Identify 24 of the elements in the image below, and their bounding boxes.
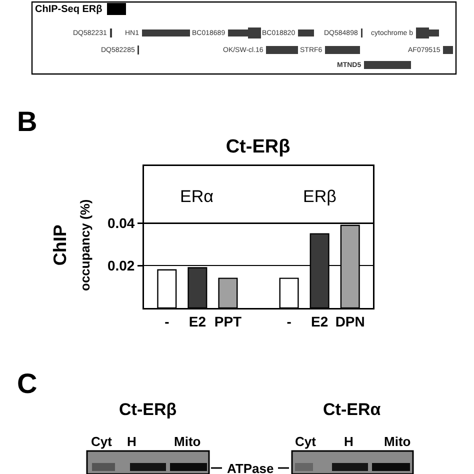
text: Ct-ERβ [119,400,177,419]
text: H [127,434,136,449]
y-tick-label: 0.02 [107,258,135,274]
text: Mito [174,434,201,449]
x-tick-label: - [286,313,292,330]
text: ChIP-Seq ERβ [35,4,102,15]
text: H [344,434,354,449]
text: ATPase [227,461,274,474]
text: Ct-ERα [323,400,382,419]
y-axis-title: ChIP occupancy (%) [50,199,92,291]
text: Cyt [91,434,113,449]
x-tick-label: - [164,313,170,330]
text: Cyt [295,434,317,449]
text: B [17,106,38,137]
annotation: ERβ [303,187,337,206]
text: C [17,368,38,399]
annotation: ERα [180,187,214,206]
x-tick-label: PPT [214,313,242,330]
text: Mito [384,434,411,449]
x-tick-label: E2 [311,313,328,330]
x-tick-label: E2 [188,313,206,330]
y-tick-label: 0.04 [107,215,135,232]
chart-title: Ct-ERβ [226,136,290,158]
x-tick-label: DPN [335,313,365,330]
